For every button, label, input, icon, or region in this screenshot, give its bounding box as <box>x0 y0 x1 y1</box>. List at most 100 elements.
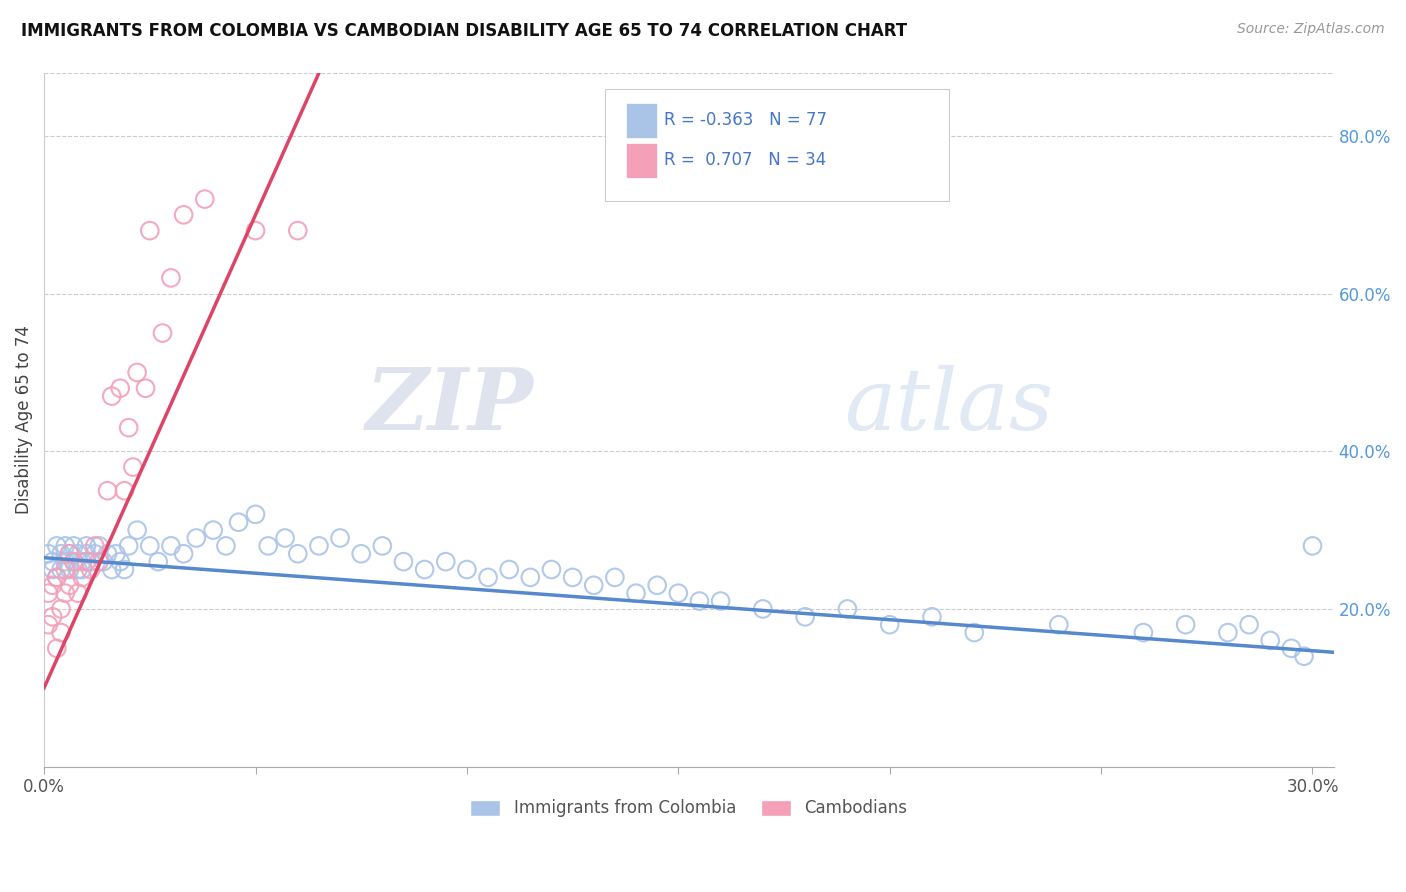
Point <box>83 539 105 553</box>
Point <box>350 547 373 561</box>
Point <box>194 192 217 206</box>
Text: R = -0.363   N = 77: R = -0.363 N = 77 <box>664 112 827 129</box>
Point <box>70 562 93 576</box>
Point <box>122 460 145 475</box>
Point <box>49 547 72 561</box>
Point <box>434 555 457 569</box>
Point <box>45 539 67 553</box>
Point <box>58 547 80 561</box>
Point <box>79 562 101 576</box>
Text: atlas: atlas <box>844 365 1053 447</box>
Point <box>245 508 267 522</box>
Point <box>110 381 132 395</box>
Y-axis label: Disability Age 65 to 74: Disability Age 65 to 74 <box>15 326 32 514</box>
Point <box>287 224 309 238</box>
Point <box>45 641 67 656</box>
Point <box>79 555 101 569</box>
Point <box>70 570 93 584</box>
Point <box>45 570 67 584</box>
Point <box>100 562 122 576</box>
Point <box>245 224 267 238</box>
Point <box>477 570 499 584</box>
Point <box>100 389 122 403</box>
Point <box>710 594 733 608</box>
Point <box>49 562 72 576</box>
Point <box>75 555 97 569</box>
Point <box>49 625 72 640</box>
Point <box>66 586 89 600</box>
Point <box>96 483 118 498</box>
Point <box>1258 633 1281 648</box>
Point <box>186 531 208 545</box>
Point <box>624 586 647 600</box>
Point <box>62 555 84 569</box>
Point <box>66 562 89 576</box>
Point <box>329 531 352 545</box>
Point <box>87 539 110 553</box>
Point <box>62 539 84 553</box>
Point <box>37 547 59 561</box>
Point <box>1292 649 1315 664</box>
Point <box>1301 539 1323 553</box>
Point <box>96 547 118 561</box>
Point <box>837 602 859 616</box>
Point <box>879 617 901 632</box>
Point <box>139 539 162 553</box>
Point <box>41 609 63 624</box>
Text: R =  0.707   N = 34: R = 0.707 N = 34 <box>664 152 825 169</box>
Point <box>173 208 195 222</box>
Point <box>45 570 67 584</box>
Point <box>37 586 59 600</box>
Point <box>794 609 817 624</box>
Point <box>287 547 309 561</box>
Point <box>152 326 174 340</box>
Point <box>70 555 93 569</box>
Point <box>752 602 775 616</box>
Point <box>83 547 105 561</box>
Point <box>173 547 195 561</box>
Point <box>53 586 76 600</box>
Point <box>148 555 170 569</box>
Point <box>1132 625 1154 640</box>
Point <box>202 523 225 537</box>
Point <box>963 625 986 640</box>
Point <box>1174 617 1197 632</box>
Point <box>37 617 59 632</box>
Point <box>371 539 394 553</box>
Point <box>215 539 238 553</box>
Point <box>58 547 80 561</box>
Point <box>1279 641 1302 656</box>
Point <box>75 539 97 553</box>
Point <box>921 609 943 624</box>
Point <box>688 594 710 608</box>
Point <box>62 555 84 569</box>
Point <box>540 562 562 576</box>
Point <box>160 539 183 553</box>
Point <box>104 547 127 561</box>
Point <box>87 555 110 569</box>
Point <box>413 562 436 576</box>
Point <box>91 555 114 569</box>
Point <box>666 586 689 600</box>
Point <box>114 483 136 498</box>
Point <box>118 420 141 434</box>
Point <box>1237 617 1260 632</box>
Text: ZIP: ZIP <box>366 364 534 448</box>
Point <box>392 555 415 569</box>
Point <box>1047 617 1070 632</box>
Point <box>257 539 280 553</box>
Text: IMMIGRANTS FROM COLOMBIA VS CAMBODIAN DISABILITY AGE 65 TO 74 CORRELATION CHART: IMMIGRANTS FROM COLOMBIA VS CAMBODIAN DI… <box>21 22 907 40</box>
Point <box>114 562 136 576</box>
Point <box>127 366 149 380</box>
Point <box>456 562 478 576</box>
Point <box>498 562 520 576</box>
Point <box>49 602 72 616</box>
Point <box>308 539 330 553</box>
Point <box>53 562 76 576</box>
Point <box>110 555 132 569</box>
Point <box>118 539 141 553</box>
Point <box>274 531 297 545</box>
Point <box>561 570 583 584</box>
Point <box>582 578 605 592</box>
Legend: Immigrants from Colombia, Cambodians: Immigrants from Colombia, Cambodians <box>464 793 914 824</box>
